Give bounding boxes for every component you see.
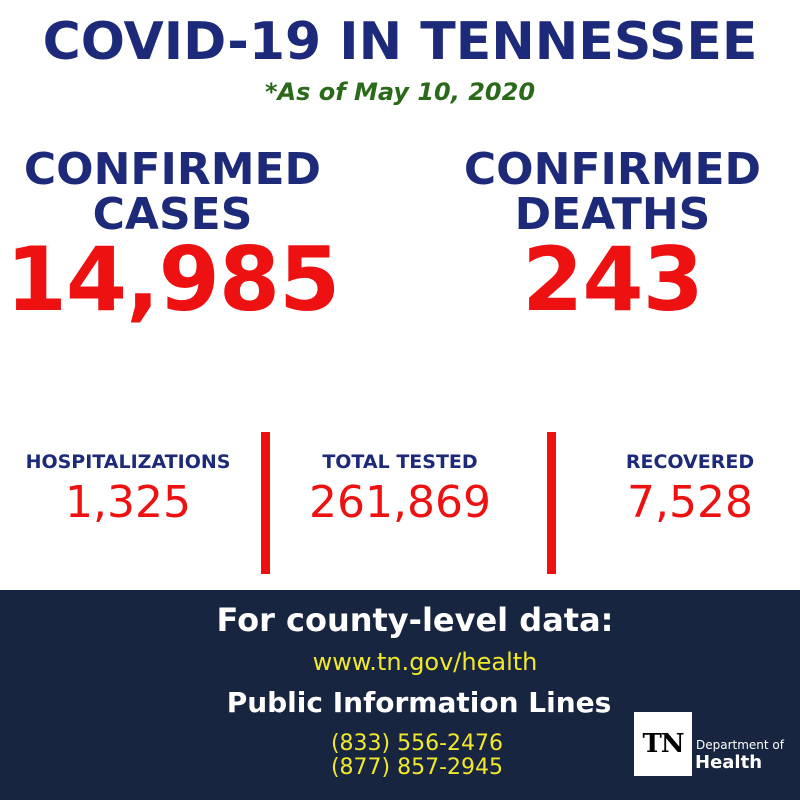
deaths-label-line1: CONFIRMED [463,144,762,195]
phone-number-1[interactable]: (833) 556-2476 [330,731,504,756]
confirmed-cases-value: 14,985 [5,228,341,331]
recovered-label: RECOVERED [625,451,755,473]
tn-logo-text: TN [642,729,684,759]
as-of-date: *As of May 10, 2020 [264,78,536,106]
hospitalizations-value: 1,325 [65,477,191,528]
deaths-label-line2: DEATHS [514,189,711,240]
tn-logo-mark: TN [634,712,692,776]
health-website-link[interactable]: www.tn.gov/health [312,648,538,676]
divider-left [261,432,270,574]
confirmed-deaths-value: 243 [522,228,704,331]
divider-right [547,432,556,574]
phone-number-2[interactable]: (877) 857-2945 [330,755,504,780]
hospitalizations-label: HOSPITALIZATIONS [25,451,231,473]
logo-health-text: Health [695,752,763,773]
page-title: COVID-19 IN TENNESSEE [42,12,758,72]
cases-label-line1: CONFIRMED [23,144,322,195]
info-lines-heading: Public Information Lines [226,686,612,719]
cases-label-line2: CASES [92,189,253,240]
total-tested-value: 261,869 [309,477,491,528]
recovered-value: 7,528 [627,477,753,528]
logo-department-text: Department of [696,738,784,752]
county-data-heading: For county-level data: [216,601,614,639]
total-tested-label: TOTAL TESTED [322,451,478,473]
